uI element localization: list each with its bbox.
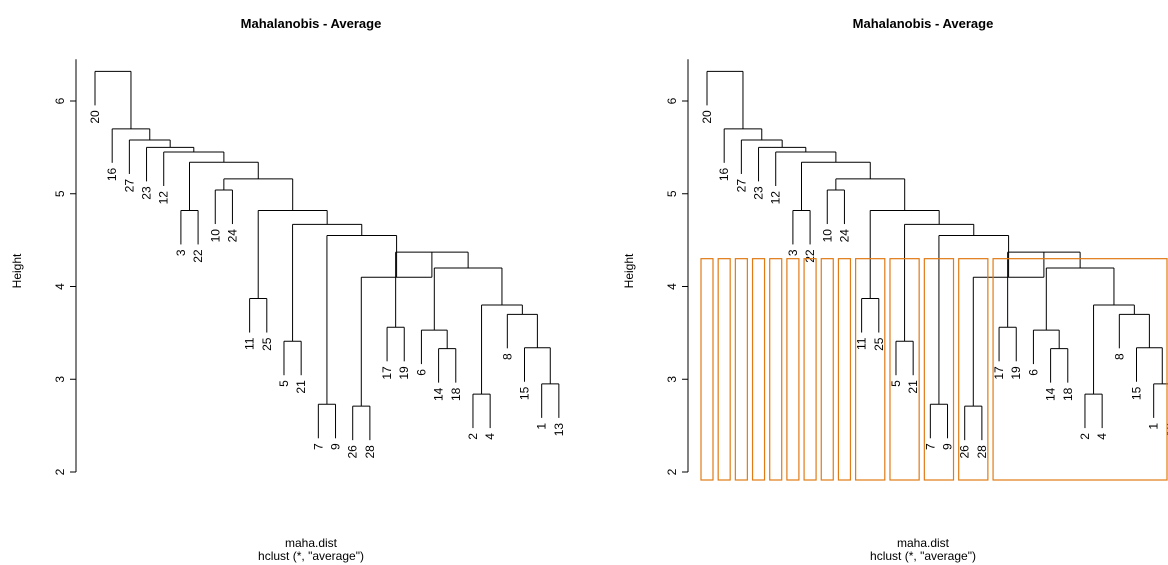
cluster-rect <box>769 258 783 481</box>
leaf-label: 19 <box>1009 366 1023 380</box>
leaf-label: 15 <box>1130 386 1144 400</box>
cluster-rect <box>786 258 800 481</box>
y-tick-label: 4 <box>665 283 679 290</box>
leaf-label: 26 <box>958 445 972 459</box>
cluster-rect <box>992 258 1168 481</box>
cluster-rect <box>855 258 886 481</box>
leaf-label: 26 <box>346 445 360 459</box>
leaf-label: 21 <box>906 380 920 394</box>
y-tick-label: 6 <box>53 97 67 104</box>
leaf-label: 25 <box>260 337 274 351</box>
y-tick-label: 4 <box>53 283 67 290</box>
leaf-label: 13 <box>1164 423 1168 437</box>
leaf-label: 1 <box>1147 423 1161 430</box>
leaf-label: 27 <box>122 179 136 193</box>
cluster-rect <box>751 258 766 481</box>
cluster-rect <box>923 258 955 481</box>
y-tick-label: 2 <box>665 468 679 475</box>
leaf-label: 6 <box>414 369 428 376</box>
y-tick-label: 5 <box>53 190 67 197</box>
y-tick-label: 6 <box>665 97 679 104</box>
left-chart-title: Mahalanobis - Average <box>241 16 382 31</box>
cluster-rect <box>889 258 920 481</box>
leaf-label: 14 <box>432 387 446 401</box>
cluster-rect <box>820 258 834 481</box>
left-x-axis-label: maha.dist <box>285 536 338 550</box>
leaf-label: 8 <box>1112 353 1126 360</box>
leaf-label: 25 <box>872 337 886 351</box>
leaf-label: 3 <box>786 249 800 256</box>
right-y-axis-label: Height <box>622 253 636 288</box>
y-tick-label: 3 <box>665 376 679 383</box>
leaf-label: 9 <box>941 443 955 450</box>
leaf-label: 23 <box>752 186 766 200</box>
leaf-label: 6 <box>1026 369 1040 376</box>
leaf-label: 7 <box>311 443 325 450</box>
leaf-label: 15 <box>518 386 532 400</box>
leaf-label: 3 <box>174 249 188 256</box>
leaf-label: 28 <box>363 445 377 459</box>
leaf-label: 20 <box>700 110 714 124</box>
cluster-rect <box>958 258 989 481</box>
leaf-label: 5 <box>889 380 903 387</box>
leaf-label: 9 <box>329 443 343 450</box>
leaf-label: 4 <box>1095 433 1109 440</box>
cluster-rect <box>837 258 852 481</box>
leaf-label: 19 <box>397 366 411 380</box>
leaf-label: 24 <box>225 229 239 243</box>
leaf-label: 16 <box>105 168 119 182</box>
leaf-label: 17 <box>992 366 1006 380</box>
right-method-subtitle: hclust (*, "average") <box>870 549 976 563</box>
leaf-label: 18 <box>449 387 463 401</box>
leaf-label: 13 <box>552 423 566 437</box>
leaf-label: 11 <box>855 337 869 350</box>
leaf-label: 14 <box>1044 387 1058 401</box>
leaf-label: 24 <box>837 229 851 243</box>
leaf-label: 18 <box>1061 387 1075 401</box>
leaf-label: 27 <box>734 179 748 193</box>
right-x-axis-label: maha.dist <box>897 536 950 550</box>
cluster-rect <box>717 258 731 481</box>
cluster-rect <box>734 258 748 481</box>
left-y-axis-label: Height <box>10 253 24 288</box>
leaf-label: 22 <box>803 249 817 263</box>
right-chart-title: Mahalanobis - Average <box>853 16 994 31</box>
leaf-label: 5 <box>277 380 291 387</box>
left-dendrogram-panel: Mahalanobis - Average Height maha.dist h… <box>10 16 566 563</box>
leaf-label: 12 <box>769 191 783 205</box>
leaf-label: 11 <box>243 337 257 350</box>
leaf-label: 17 <box>380 366 394 380</box>
leaf-label: 12 <box>157 191 171 205</box>
leaf-label: 10 <box>820 229 834 243</box>
leaf-label: 2 <box>1078 433 1092 440</box>
leaf-label: 1 <box>535 423 549 430</box>
leaf-label: 10 <box>208 229 222 243</box>
cluster-rect <box>803 258 817 481</box>
leaf-label: 7 <box>923 443 937 450</box>
leaf-label: 23 <box>140 186 154 200</box>
right-dendrogram-panel: Mahalanobis - Average Height maha.dist h… <box>622 16 1168 563</box>
cluster-rect <box>700 258 714 481</box>
leaf-label: 16 <box>717 168 731 182</box>
y-tick-label: 5 <box>665 190 679 197</box>
y-tick-label: 2 <box>53 468 67 475</box>
leaf-label: 2 <box>466 433 480 440</box>
left-method-subtitle: hclust (*, "average") <box>258 549 364 563</box>
leaf-label: 21 <box>294 380 308 394</box>
leaf-label: 28 <box>975 445 989 459</box>
y-tick-label: 3 <box>53 376 67 383</box>
leaf-label: 4 <box>483 433 497 440</box>
leaf-label: 8 <box>500 353 514 360</box>
leaf-label: 20 <box>88 110 102 124</box>
leaf-label: 22 <box>191 249 205 263</box>
